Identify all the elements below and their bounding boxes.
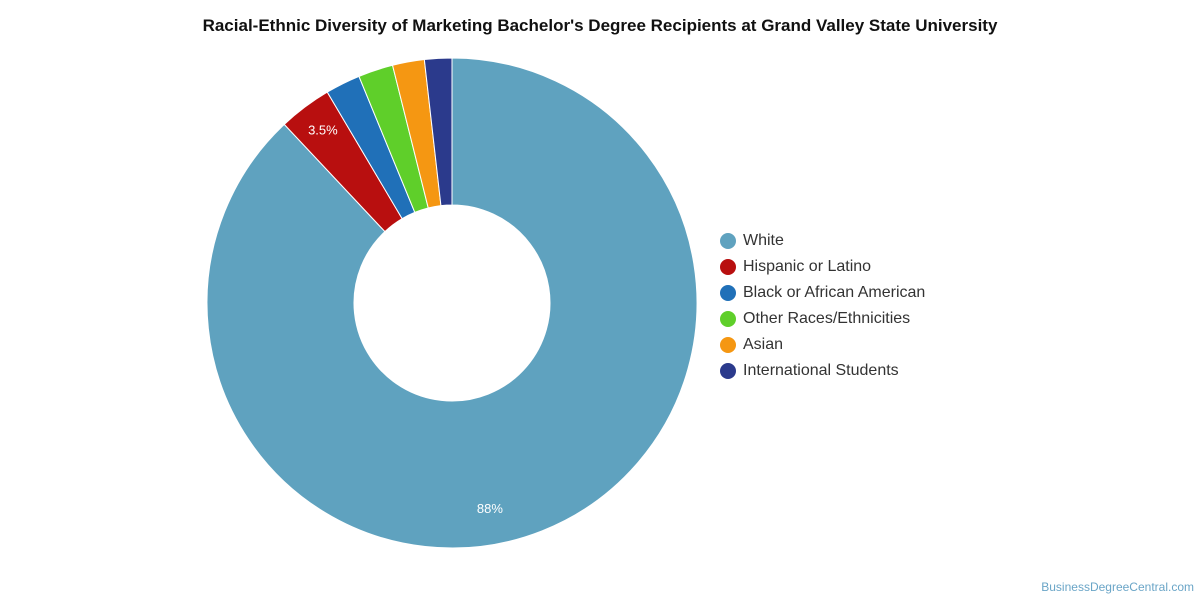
watermark: BusinessDegreeCentral.com bbox=[1041, 580, 1194, 594]
legend-label: Asian bbox=[743, 336, 784, 353]
legend-swatch bbox=[720, 233, 736, 249]
legend-swatch bbox=[720, 285, 736, 301]
chart-legend: White Hispanic or Latino Black or African … bbox=[720, 228, 925, 384]
chart-title: Racial-Ethnic Diversity of Marketing Bac… bbox=[202, 16, 998, 35]
legend-item: Black or African American bbox=[720, 280, 925, 306]
data-label-hispanic-or-latino: 3.5% bbox=[308, 123, 338, 138]
legend-item: Other Races/Ethnicities bbox=[720, 306, 925, 332]
legend-swatch bbox=[720, 259, 736, 275]
legend-swatch bbox=[720, 311, 736, 327]
legend-label: International Students bbox=[743, 362, 899, 379]
legend-label: Other Races/Ethnicities bbox=[743, 310, 911, 327]
legend-item: Hispanic or Latino bbox=[720, 254, 925, 280]
legend-label: White bbox=[743, 232, 784, 249]
legend-item: Asian bbox=[720, 332, 925, 358]
slice-white bbox=[206, 57, 698, 549]
legend-swatch bbox=[720, 363, 736, 379]
legend-swatch bbox=[720, 337, 736, 353]
legend-item: International Students bbox=[720, 358, 925, 384]
slice-international-students bbox=[423, 57, 453, 207]
legend-label: Hispanic or Latino bbox=[743, 258, 872, 275]
legend-label: Black or African American bbox=[743, 284, 926, 301]
data-label-white: 88% bbox=[477, 501, 503, 516]
legend-item: White bbox=[720, 228, 925, 254]
